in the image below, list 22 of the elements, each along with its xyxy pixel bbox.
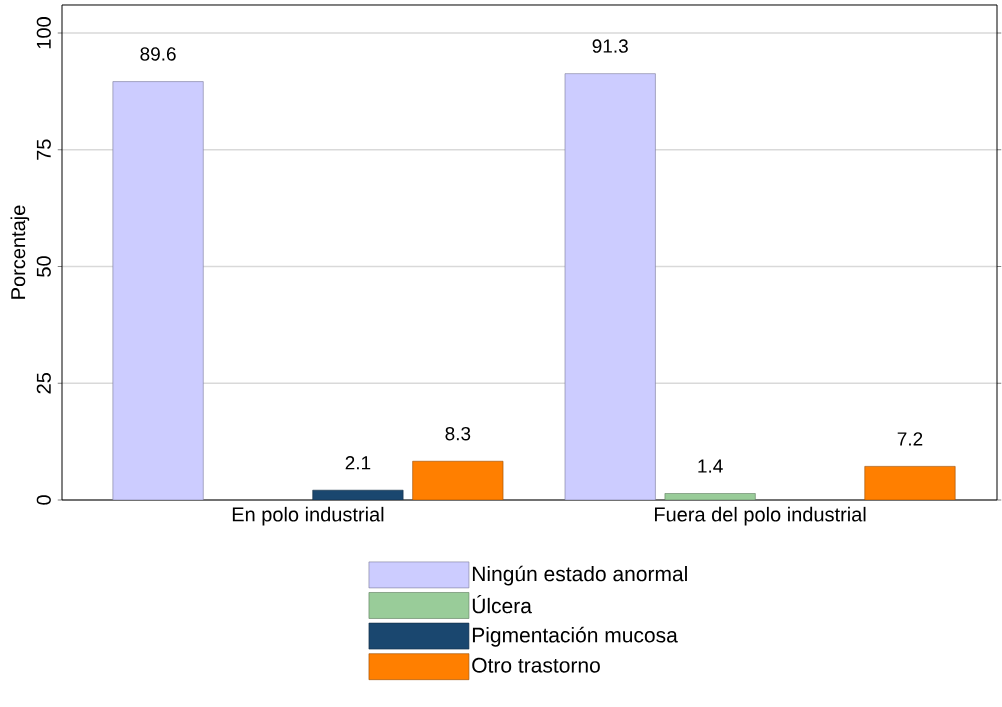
- data-label: 91.3: [592, 39, 628, 53]
- data-label: 8.3: [445, 426, 471, 441]
- bar: [412, 460, 504, 500]
- bar: [864, 466, 956, 500]
- bar: [112, 81, 204, 500]
- legend-label: Otro trastorno: [472, 657, 600, 673]
- y-tick-label: 100: [36, 17, 51, 49]
- y-tick-label: 0: [36, 495, 51, 505]
- bar: [564, 73, 656, 500]
- x-tick-label: Fuera del polo industrial: [655, 506, 866, 526]
- y-tick-label: 25: [36, 372, 51, 394]
- data-label: 1.4: [698, 459, 723, 473]
- data-label: 89.6: [140, 47, 176, 61]
- legend-label: Úlcera: [472, 594, 532, 614]
- data-label: 7.2: [897, 432, 923, 446]
- data-label: 2.1: [345, 456, 371, 470]
- x-tick-label: En polo industrial: [232, 506, 384, 526]
- legend-label: Pigmentación mucosa: [472, 626, 678, 647]
- legend-label: Ningún estado anormal: [472, 565, 687, 586]
- y-axis-title: Porcentaje: [10, 205, 30, 299]
- y-tick-label: 50: [36, 256, 51, 277]
- y-tick-label: 75: [36, 139, 51, 160]
